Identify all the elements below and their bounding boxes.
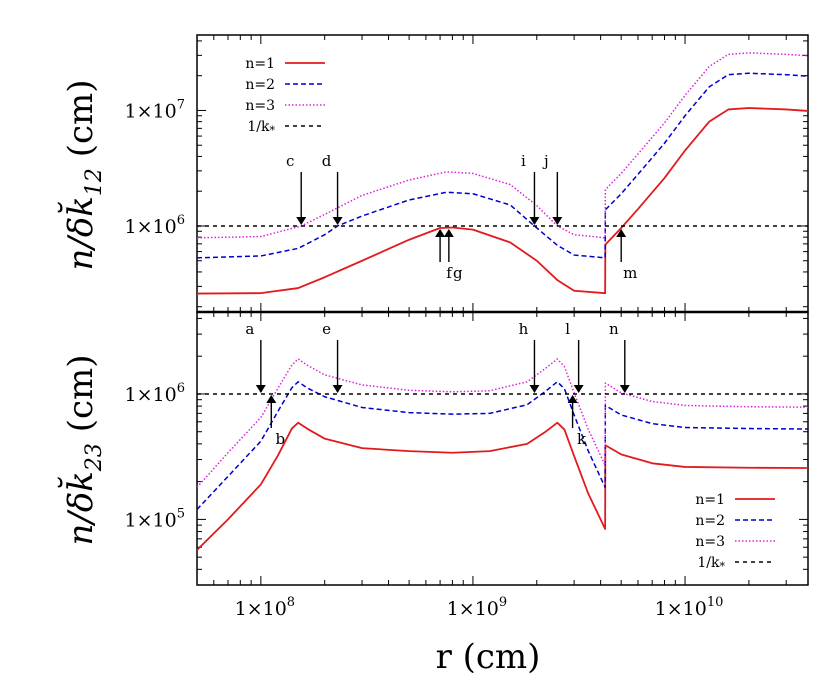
bottom-series-n3 <box>197 358 808 488</box>
bottom-legend-label-text: n=3 <box>695 534 725 550</box>
top-ytick-label-exp: 6 <box>177 213 185 228</box>
top-legend-label-3: 1/k* <box>247 119 275 137</box>
top-ylabel-unit: (cm) <box>61 79 101 168</box>
bottom-xtick-label-base: 1×10 <box>447 598 499 620</box>
bottom-legend-label-sub: * <box>720 560 726 573</box>
bottom-ytick-label-exp: 6 <box>177 381 185 396</box>
top-legend-label-2: n=3 <box>245 98 275 114</box>
top-ytick-label-exp: 7 <box>177 97 185 112</box>
bottom-series-n1 <box>197 421 808 551</box>
bottom-annotation-n: n <box>609 320 630 393</box>
bottom-ylabel-unit: (cm) <box>61 354 101 443</box>
bottom-arrow-label-n: n <box>609 320 619 338</box>
bottom-legend-label-2: n=3 <box>695 534 725 550</box>
bottom-series-n2 <box>197 381 808 510</box>
top-arrow-label-d: d <box>322 152 332 170</box>
bottom-legend-label-text: n=1 <box>695 492 725 508</box>
top-annotation-j: j <box>542 152 563 225</box>
top-legend-label-text: n=2 <box>245 77 275 93</box>
top-ytick-label-0: 1×106 <box>125 213 185 238</box>
top-series-n3 <box>197 52 808 239</box>
bottom-annotation-k: k <box>567 394 587 448</box>
top-annotation-c: c <box>286 152 307 225</box>
top-series-group <box>197 52 808 295</box>
top-ylabel-sub: 12 <box>82 168 107 196</box>
top-arrow-label-c: c <box>286 152 294 170</box>
top-ytick-label-1: 1×107 <box>125 97 185 122</box>
top-legend: n=1 n=2 n=3 1/k* <box>245 56 325 137</box>
top-legend-label-1: n=2 <box>245 77 275 93</box>
bottom-xtick-label-0: 1×108 <box>235 595 295 620</box>
top-ylabel: n/δk̆12 (cm) <box>58 79 107 270</box>
bottom-arrow-label-b: b <box>275 430 285 448</box>
bottom-annotation-b: b <box>266 394 285 448</box>
bottom-ytick-label-base: 1×10 <box>125 509 177 531</box>
top-legend-label-0: n=1 <box>245 56 275 72</box>
bottom-annotation-l: l <box>565 320 584 393</box>
bottom-arrow-label-l: l <box>565 320 570 338</box>
bottom-xtick-label-2: 1×1010 <box>655 595 724 620</box>
top-legend-label-text: n=3 <box>245 98 275 114</box>
top-annotation-g: g <box>443 229 463 282</box>
top-arrow-label-g: g <box>453 264 463 282</box>
bottom-legend-label-text: 1/k <box>697 555 720 571</box>
bottom-arrow-label-a: a <box>245 320 254 338</box>
bottom-xtick-label-base: 1×10 <box>235 598 287 620</box>
bottom-ytick-label-0: 1×105 <box>125 506 185 531</box>
top-series-n1 <box>197 107 808 295</box>
top-legend-label-text: n=1 <box>245 56 275 72</box>
bottom-xtick-label-exp: 10 <box>707 595 724 610</box>
bottom-ylabel-text: n/δk̆ <box>58 471 101 545</box>
xlabel: r (cm) <box>436 637 541 677</box>
bottom-ylabel-sub: 23 <box>82 443 107 472</box>
top-arrow-label-j: j <box>542 152 549 170</box>
bottom-ytick-label-base: 1×10 <box>125 384 177 406</box>
top-arrow-label-i: i <box>521 152 526 170</box>
bottom-xtick-label-exp: 9 <box>499 595 507 610</box>
top-legend-label-sub: * <box>270 124 276 137</box>
bottom-ytick-label-1: 1×106 <box>125 381 185 406</box>
top-series-n2 <box>197 72 808 259</box>
top-annotation-m: m <box>616 229 637 282</box>
bottom-annotation-a: a <box>245 320 266 393</box>
top-legend-label-text: 1/k <box>247 119 270 135</box>
bottom-legend-label-1: n=2 <box>695 513 725 529</box>
top-ytick-label-base: 1×10 <box>125 216 177 238</box>
top-ylabel-text: n/δk̆ <box>58 196 101 270</box>
bottom-annotation-e: e <box>322 320 343 393</box>
bottom-legend-label-3: 1/k* <box>697 555 725 573</box>
bottom-arrow-label-h: h <box>519 320 529 338</box>
bottom-ylabel: n/δk̆23 (cm) <box>58 354 107 545</box>
bottom-legend: n=1 n=2 n=3 1/k* <box>695 492 775 573</box>
top-annotation-d: d <box>322 152 343 225</box>
bottom-ytick-label-exp: 5 <box>177 506 185 521</box>
top-annotation-i: i <box>521 152 540 225</box>
top-arrow-label-f: f <box>446 264 453 282</box>
top-arrow-label-m: m <box>623 264 637 282</box>
bottom-legend-label-text: n=2 <box>695 513 725 529</box>
top-panel-frame <box>196 34 809 313</box>
bottom-annotation-h: h <box>519 320 540 393</box>
bottom-xtick-label-exp: 8 <box>287 595 295 610</box>
bottom-arrow-label-e: e <box>322 320 331 338</box>
bottom-xtick-label-base: 1×10 <box>655 598 707 620</box>
top-annotation-f: f <box>435 229 453 282</box>
bottom-legend-label-0: n=1 <box>695 492 725 508</box>
bottom-xtick-label-1: 1×109 <box>447 595 507 620</box>
bottom-arrow-label-k: k <box>577 430 587 448</box>
bottom-series-group <box>197 358 808 551</box>
top-ytick-label-base: 1×10 <box>125 100 177 122</box>
